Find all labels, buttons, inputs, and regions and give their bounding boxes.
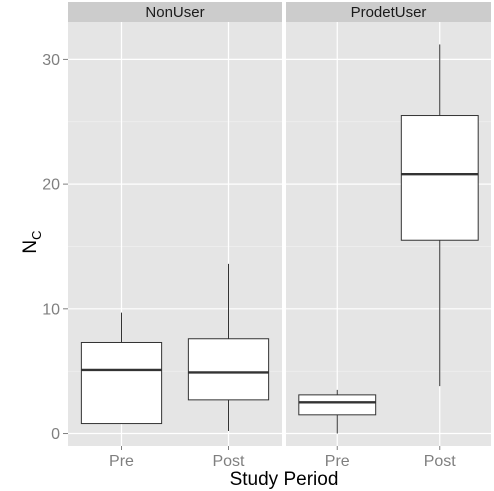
panels: NonUser ProdetUser bbox=[68, 2, 491, 446]
facet-label: ProdetUser bbox=[351, 4, 427, 21]
box-post bbox=[187, 263, 270, 432]
facet-label: NonUser bbox=[145, 4, 204, 21]
y-axis-title-main: N bbox=[20, 240, 41, 254]
y-tick-label: 30 bbox=[42, 52, 60, 69]
y-axis: 0 10 20 30 bbox=[42, 52, 68, 443]
x-axis: Pre Post Pre Post bbox=[109, 446, 456, 470]
y-tick-label: 0 bbox=[51, 426, 60, 443]
box-iqr bbox=[187, 338, 270, 401]
facet-strip bbox=[286, 2, 491, 22]
panel-nonuser: NonUser bbox=[68, 2, 282, 446]
x-tick-label: Pre bbox=[109, 453, 134, 470]
y-tick-label: 20 bbox=[42, 177, 60, 194]
x-tick-label: Post bbox=[212, 453, 245, 470]
panel-prodetuser: ProdetUser bbox=[286, 2, 491, 446]
y-axis-title-subscript: C bbox=[29, 230, 44, 239]
box-pre bbox=[298, 389, 377, 434]
box-iqr bbox=[298, 394, 377, 416]
x-tick-label: Pre bbox=[325, 453, 350, 470]
x-axis-title: Study Period bbox=[230, 469, 339, 490]
y-tick-label: 10 bbox=[42, 301, 60, 318]
box-iqr bbox=[400, 115, 479, 241]
box-post bbox=[400, 44, 479, 387]
y-axis-title: NC bbox=[20, 230, 44, 253]
box-pre bbox=[80, 312, 163, 425]
x-tick-label: Post bbox=[424, 453, 457, 470]
box-iqr bbox=[80, 341, 163, 425]
facet-strip bbox=[68, 2, 282, 22]
